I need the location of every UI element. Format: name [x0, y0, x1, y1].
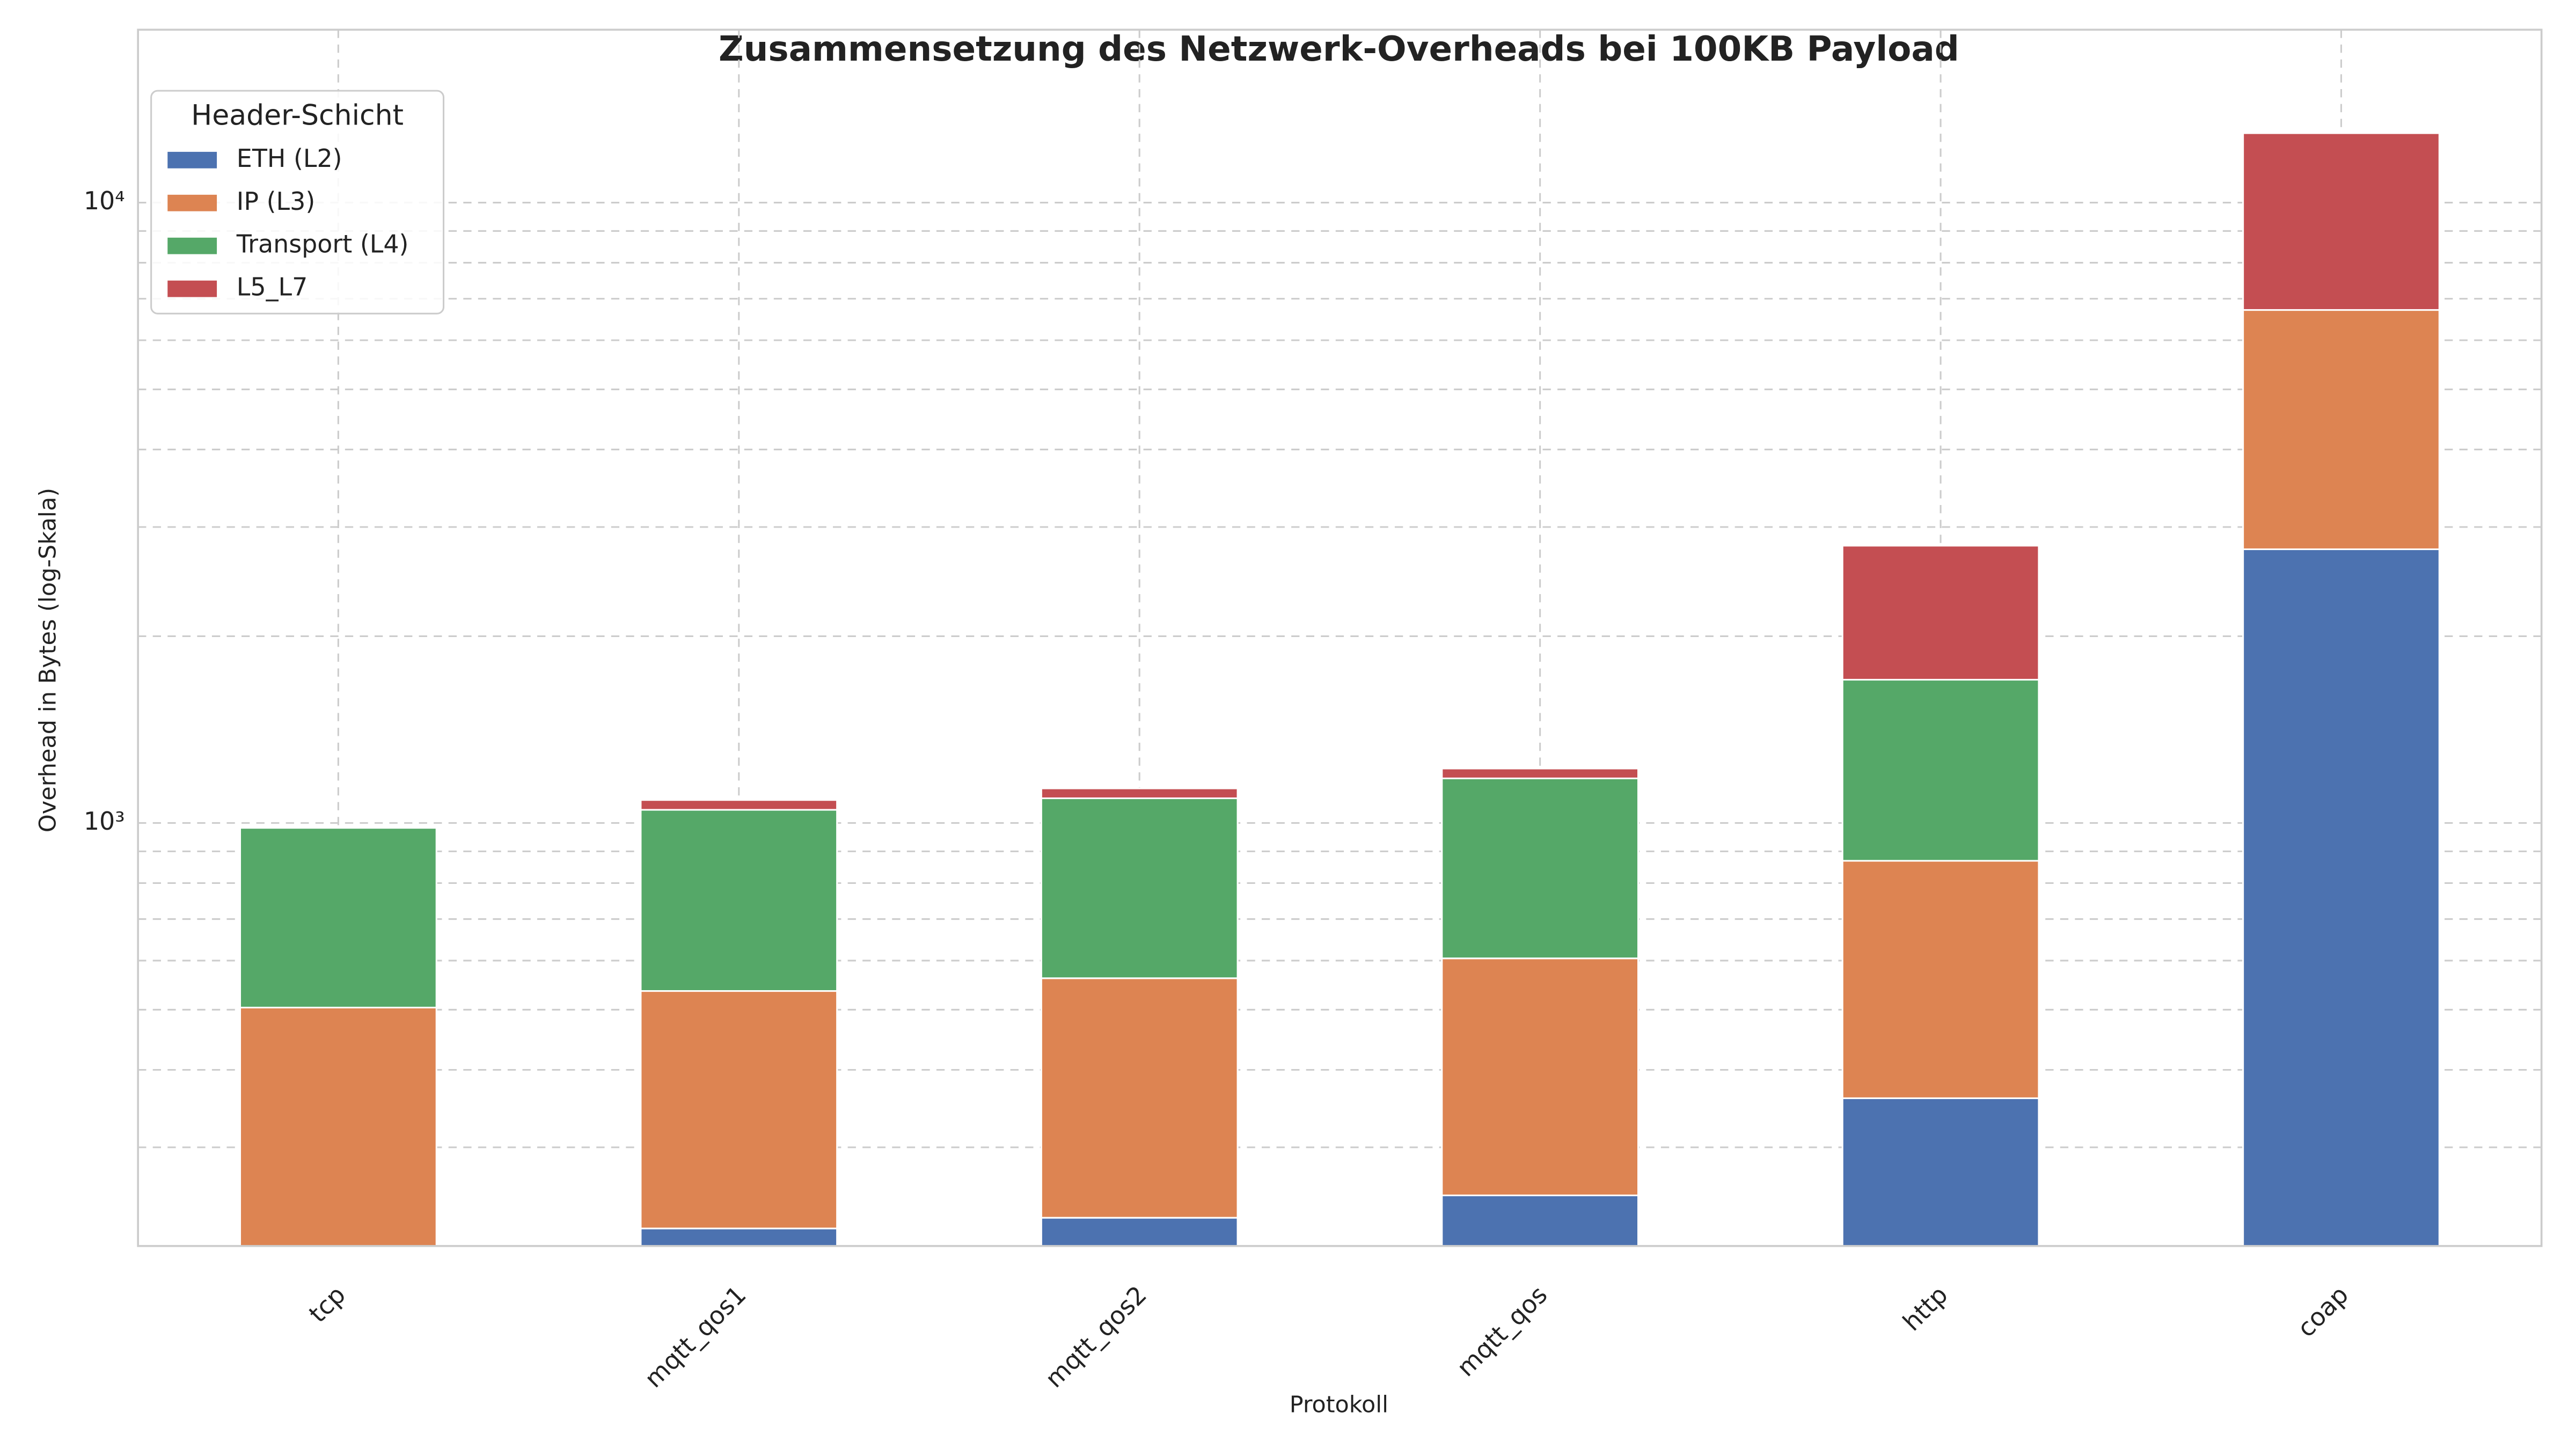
bar-segment [1841, 545, 2040, 681]
bar-segment [239, 1006, 437, 1247]
y-tick-label: 10⁴ [84, 186, 125, 215]
bar-segment [1441, 1194, 1640, 1247]
legend-swatch [167, 151, 217, 169]
bar-segment [1040, 1217, 1239, 1247]
bar-segment [1040, 787, 1239, 800]
chart-title: Zusammensetzung des Netzwerk-Overheads b… [719, 29, 1959, 69]
bar-segment [2242, 132, 2440, 311]
y-axis-label: Overhead in Bytes (log-Skala) [34, 488, 61, 832]
bar-segment [640, 809, 838, 992]
legend-box [150, 90, 445, 314]
bar-segment [1841, 1097, 2040, 1247]
legend-swatch [167, 280, 217, 297]
bar-segment [1441, 777, 1640, 960]
legend-label: Transport (L4) [236, 230, 409, 259]
legend-swatch [167, 237, 217, 254]
bar-segment [2242, 309, 2440, 551]
bar-segment [1040, 797, 1239, 979]
bar-segment [640, 1227, 838, 1247]
legend-swatch [167, 194, 217, 211]
plot-frame [137, 28, 2543, 1247]
legend-label: IP (L3) [237, 187, 315, 216]
x-axis-label: Protokoll [1290, 1391, 1388, 1418]
y-tick-label: 10³ [84, 807, 125, 836]
bar-segment [1841, 678, 2040, 862]
bar-segment [1441, 957, 1640, 1196]
bar-segment [1040, 977, 1239, 1219]
legend-title: Header-Schicht [191, 99, 404, 131]
bar-segment [640, 799, 838, 811]
bar-segment [2242, 548, 2440, 1247]
bar-segment [239, 827, 437, 1008]
bar-segment [1441, 767, 1640, 779]
bar-segment [640, 990, 838, 1230]
legend: Header-Schicht ETH (L2) IP (L3) Transport (… [150, 90, 445, 314]
legend-label: L5_L7 [237, 273, 308, 302]
legend-label: ETH (L2) [237, 144, 342, 173]
bar-segment [1841, 860, 2040, 1099]
